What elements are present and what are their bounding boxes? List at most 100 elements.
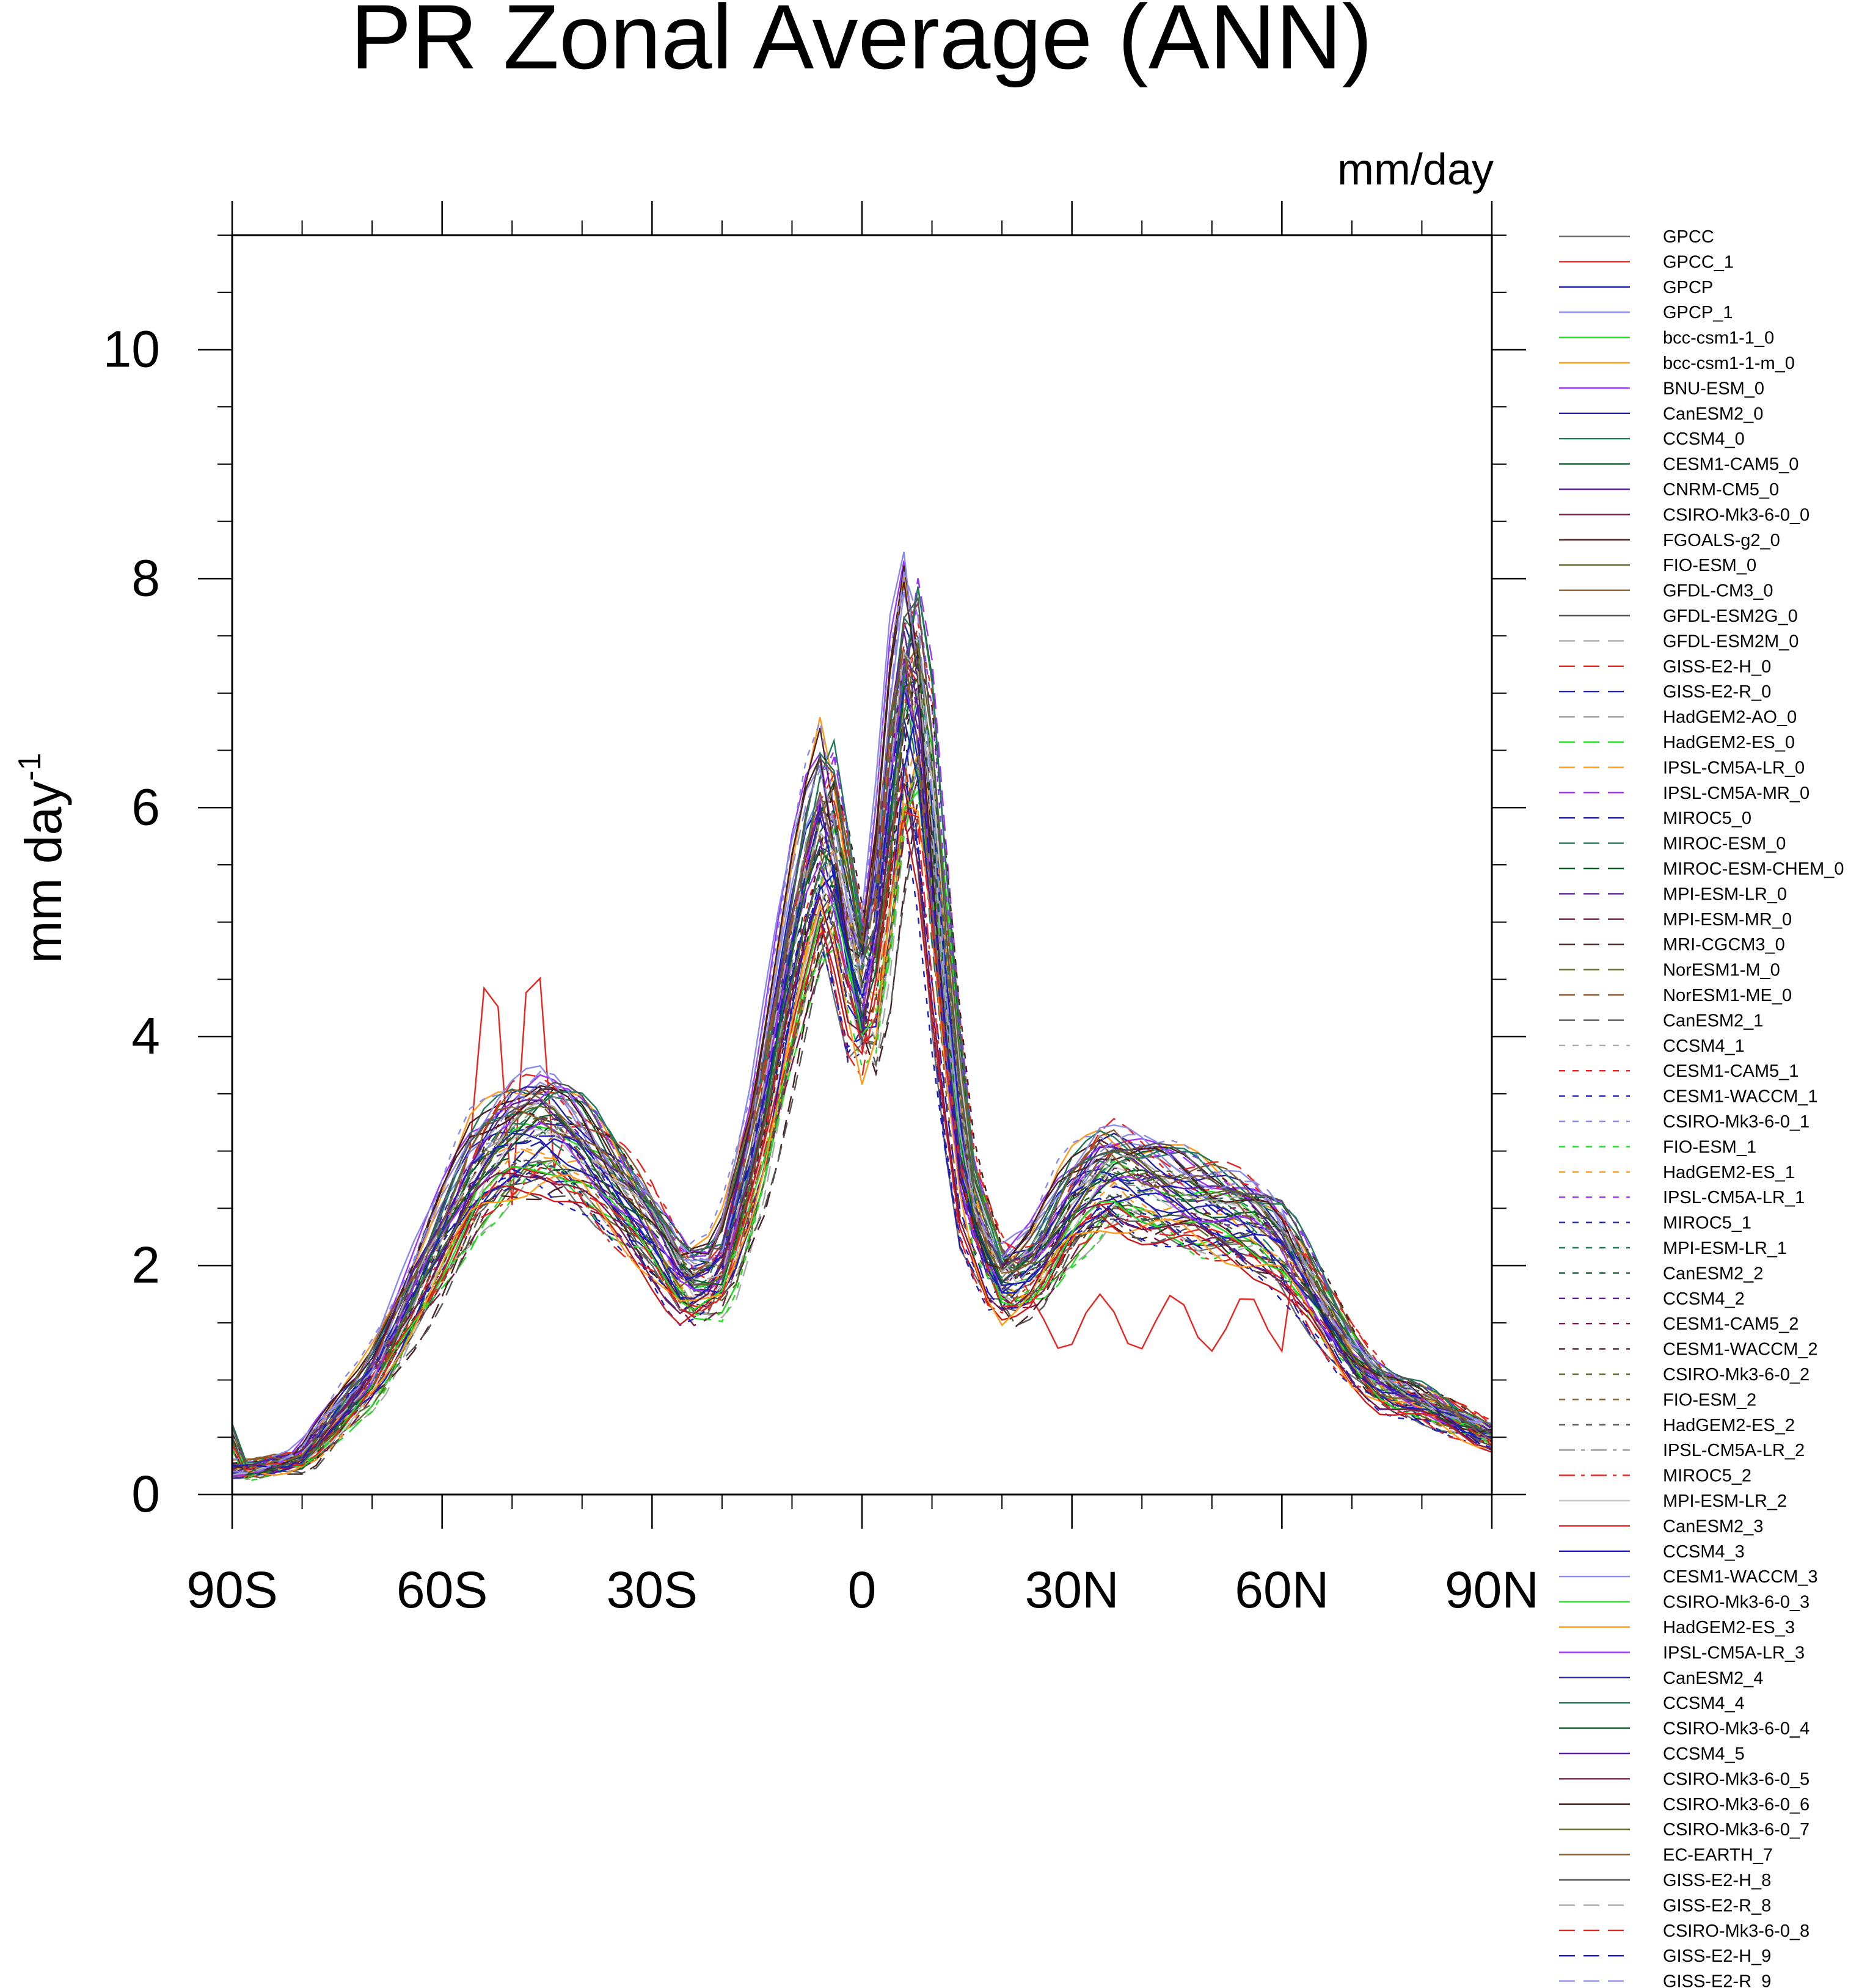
series-line xyxy=(232,683,1492,1477)
legend-label: HadGEM2-ES_0 xyxy=(1663,733,1795,752)
legend-label: GFDL-ESM2M_0 xyxy=(1663,632,1799,651)
legend-label: CCSM4_2 xyxy=(1663,1289,1745,1309)
legend-label: CESM1-CAM5_2 xyxy=(1663,1314,1799,1334)
x-tick-label: 90S xyxy=(186,1561,277,1618)
series-line xyxy=(232,757,1492,1473)
chart-title: PR Zonal Average (ANN) xyxy=(351,0,1373,88)
series-line xyxy=(232,749,1492,1473)
y-axis-label-exponent: -1 xyxy=(12,753,48,781)
legend-label: CNRM-CM5_0 xyxy=(1663,480,1779,500)
series-line xyxy=(232,818,1492,1474)
legend-label: CCSM4_5 xyxy=(1663,1744,1745,1764)
legend-label: bcc-csm1-1-m_0 xyxy=(1663,354,1795,373)
y-tick-label: 0 xyxy=(131,1465,160,1523)
series-line xyxy=(232,802,1492,1476)
legend-label: MIROC5_1 xyxy=(1663,1214,1751,1233)
legend-label: GPCP xyxy=(1663,278,1713,297)
y-tick-label: 10 xyxy=(103,320,160,377)
legend-label: FIO-ESM_1 xyxy=(1663,1137,1756,1157)
y-tick-label: 8 xyxy=(131,549,160,606)
legend-label: HadGEM2-ES_2 xyxy=(1663,1416,1795,1435)
x-axis: 90S 60S 30S 0 30N 60N 90N xyxy=(186,201,1539,1618)
units-label: mm/day xyxy=(1337,145,1494,194)
series-line xyxy=(232,817,1492,1471)
legend-label: MPI-ESM-LR_1 xyxy=(1663,1239,1787,1258)
legend-label: MRI-CGCM3_0 xyxy=(1663,935,1785,955)
legend-label: FIO-ESM_2 xyxy=(1663,1390,1756,1410)
legend: GPCC GPCC_1 GPCP GPCP_1 bcc-csm1-1_0 bcc-csm1… xyxy=(1559,227,1844,1988)
legend-label: CanESM2_3 xyxy=(1663,1516,1763,1536)
legend-label: CanESM2_4 xyxy=(1663,1669,1763,1688)
series-line xyxy=(232,762,1492,1475)
series-lines xyxy=(232,552,1492,1482)
legend-label: HadGEM2-ES_1 xyxy=(1663,1163,1795,1182)
legend-label: MIROC5_0 xyxy=(1663,809,1751,828)
legend-label: FGOALS-g2_0 xyxy=(1663,531,1780,550)
legend-label: NorESM1-M_0 xyxy=(1663,961,1780,980)
legend-label: GISS-E2-R_0 xyxy=(1663,682,1771,702)
legend-label: CCSM4_0 xyxy=(1663,429,1745,449)
legend-label: CSIRO-Mk3-6-0_0 xyxy=(1663,505,1810,525)
legend-label: CCSM4_3 xyxy=(1663,1542,1745,1562)
y-axis-label: mm day-1 xyxy=(12,753,72,964)
legend-label: CSIRO-Mk3-6-0_7 xyxy=(1663,1820,1810,1840)
legend-label: GISS-E2-H_0 xyxy=(1663,657,1771,677)
y-tick-label: 2 xyxy=(131,1236,160,1294)
legend-label: MIROC-ESM-CHEM_0 xyxy=(1663,859,1844,879)
legend-label: NorESM1-ME_0 xyxy=(1663,986,1792,1005)
legend-label: CESM1-WACCM_3 xyxy=(1663,1567,1818,1587)
legend-label: GISS-E2-R_8 xyxy=(1663,1896,1771,1915)
x-tick-label: 30N xyxy=(1025,1561,1119,1618)
legend-label: CSIRO-Mk3-6-0_1 xyxy=(1663,1112,1810,1132)
legend-label: GPCC_1 xyxy=(1663,252,1734,272)
legend-label: MPI-ESM-LR_2 xyxy=(1663,1491,1787,1511)
legend-label: BNU-ESM_0 xyxy=(1663,379,1764,398)
legend-label: GISS-E2-H_9 xyxy=(1663,1946,1771,1966)
legend-label: IPSL-CM5A-LR_2 xyxy=(1663,1441,1805,1460)
legend-label: CSIRO-Mk3-6-0_4 xyxy=(1663,1719,1810,1739)
legend-label: IPSL-CM5A-LR_1 xyxy=(1663,1188,1805,1207)
series-line xyxy=(232,602,1492,1465)
legend-label: CanESM2_0 xyxy=(1663,404,1763,424)
legend-label: MPI-ESM-MR_0 xyxy=(1663,910,1792,930)
legend-label: HadGEM2-AO_0 xyxy=(1663,708,1797,727)
x-tick-label: 90N xyxy=(1445,1561,1539,1618)
legend-label: bcc-csm1-1_0 xyxy=(1663,329,1774,348)
legend-label: CCSM4_4 xyxy=(1663,1694,1745,1713)
series-line xyxy=(232,814,1492,1475)
legend-label: MIROC5_2 xyxy=(1663,1466,1751,1486)
series-line xyxy=(232,783,1492,1470)
legend-label: MPI-ESM-LR_0 xyxy=(1663,884,1787,904)
series-line xyxy=(232,650,1492,1476)
y-axis-label-text: mm day xyxy=(15,781,72,964)
legend-label: MIROC-ESM_0 xyxy=(1663,834,1786,854)
legend-label: HadGEM2-ES_3 xyxy=(1663,1618,1795,1637)
y-tick-label: 6 xyxy=(131,778,160,836)
legend-label: IPSL-CM5A-MR_0 xyxy=(1663,784,1810,803)
series-line xyxy=(232,580,1492,1466)
legend-label: GFDL-CM3_0 xyxy=(1663,581,1773,601)
legend-label: GFDL-ESM2G_0 xyxy=(1663,606,1798,626)
legend-label: EC-EARTH_7 xyxy=(1663,1846,1773,1865)
series-line xyxy=(232,649,1492,1468)
x-tick-label: 30S xyxy=(607,1561,698,1618)
series-line xyxy=(232,688,1492,1468)
series-line xyxy=(232,810,1492,1471)
legend-label: CSIRO-Mk3-6-0_2 xyxy=(1663,1365,1810,1385)
series-line xyxy=(232,718,1492,1475)
series-line xyxy=(232,596,1492,1468)
minor-ticks xyxy=(217,220,1507,1509)
legend-label: CESM1-CAM5_1 xyxy=(1663,1061,1799,1081)
legend-label: GISS-E2-H_8 xyxy=(1663,1871,1771,1890)
series-line xyxy=(232,685,1492,1477)
legend-label: CanESM2_1 xyxy=(1663,1011,1763,1030)
y-tick-label: 4 xyxy=(131,1007,160,1065)
legend-label: CSIRO-Mk3-6-0_5 xyxy=(1663,1769,1810,1789)
series-line xyxy=(232,789,1492,1469)
legend-label: GPCP_1 xyxy=(1663,303,1733,322)
series-line xyxy=(232,572,1492,1474)
legend-label: CESM1-WACCM_2 xyxy=(1663,1340,1818,1360)
series-line xyxy=(232,581,1492,1471)
legend-label: IPSL-CM5A-LR_3 xyxy=(1663,1643,1805,1662)
